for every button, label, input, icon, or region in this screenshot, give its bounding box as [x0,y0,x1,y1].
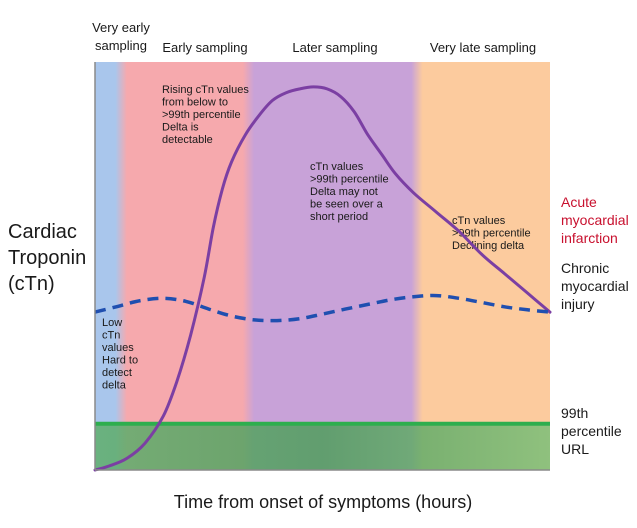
below-threshold-region [95,423,550,470]
annotation-0-line: Low [102,317,122,329]
phase-label-1: Early sampling [162,40,247,55]
phase-label-0: Very early sampling [92,20,150,53]
annotation-1-line: detectable [162,134,213,146]
series-line-chronic-injury [94,293,551,323]
series-label-acute-mi: Acute myocardial infarction [561,194,629,246]
series-label-acute-mi-line: infarction [561,230,618,246]
annotation-1-line: >99th percentile [162,109,241,121]
annotation-0: Low cTn values Hard to detect delta [102,317,138,392]
annotation-0-line: detect [102,367,132,379]
annotation-0-line: cTn [102,330,120,342]
annotation-3-line: Declining delta [452,240,525,252]
phase-labels: Very early sampling Early sampling Later sa… [92,20,536,55]
annotation-3-line: >99th percentile [452,228,531,240]
annotation-2-line: Delta may not [310,186,378,198]
series-label-chronic-injury-line: myocardial [561,278,629,294]
annotation-2: cTn values >99th percentile Delta may not b… [310,161,389,223]
annotation-1-line: Rising cTn values [162,84,249,96]
series-label-acute-mi-line: Acute [561,194,597,210]
annotation-2-line: short period [310,211,368,223]
annotation-1-line: from below to [162,97,228,109]
threshold-label-text-line: URL [561,441,589,457]
annotations: Low cTn values Hard to detect delta Rising cTn… [102,84,531,392]
phase-label-3: Very late sampling [430,40,536,55]
phase-label-2-line: Later sampling [292,40,377,55]
annotation-2-line: >99th percentile [310,174,389,186]
series-label-chronic-injury-line: injury [561,296,594,312]
threshold-label-text-line: percentile [561,423,622,439]
y-axis-label-text-line: (cTn) [8,273,55,295]
y-axis-label-text-line: Troponin [8,247,86,269]
annotation-0-line: Hard to [102,355,138,367]
y-axis-label-text-line: Cardiac [8,221,77,243]
annotation-1-line: Delta is [162,122,199,134]
series-line-acute-mi [93,85,552,472]
phase-label-0-line: sampling [95,38,147,53]
y-axis-label: Cardiac Troponin (cTn) [8,221,86,295]
series-label-acute-mi-line: myocardial [561,212,629,228]
y-axis-label-text: Cardiac Troponin (cTn) [8,221,86,295]
threshold-label: 99th percentile URL [561,405,622,457]
phase-label-0-line: Very early [92,20,150,35]
phase-label-2: Later sampling [292,40,377,55]
series-label-chronic-injury: Chronic myocardial injury [561,260,629,312]
x-axis-label: Time from onset of symptoms (hours) [174,492,472,512]
series-label-chronic-injury-line: Chronic [561,260,609,276]
annotation-2-line: be seen over a [310,199,384,211]
annotation-1: Rising cTn values from below to >99th perc… [162,84,249,146]
threshold-label-text: 99th percentile URL [561,405,622,457]
annotation-2-line: cTn values [310,161,364,173]
threshold-label-text-line: 99th [561,405,588,421]
annotation-0-line: delta [102,380,127,392]
series-labels: Acute myocardial infarction Chronic myocardi… [561,194,629,312]
phase-label-1-line: Early sampling [162,40,247,55]
phase-label-3-line: Very late sampling [430,40,536,55]
annotation-0-line: values [102,342,134,354]
annotation-3-line: cTn values [452,215,506,227]
